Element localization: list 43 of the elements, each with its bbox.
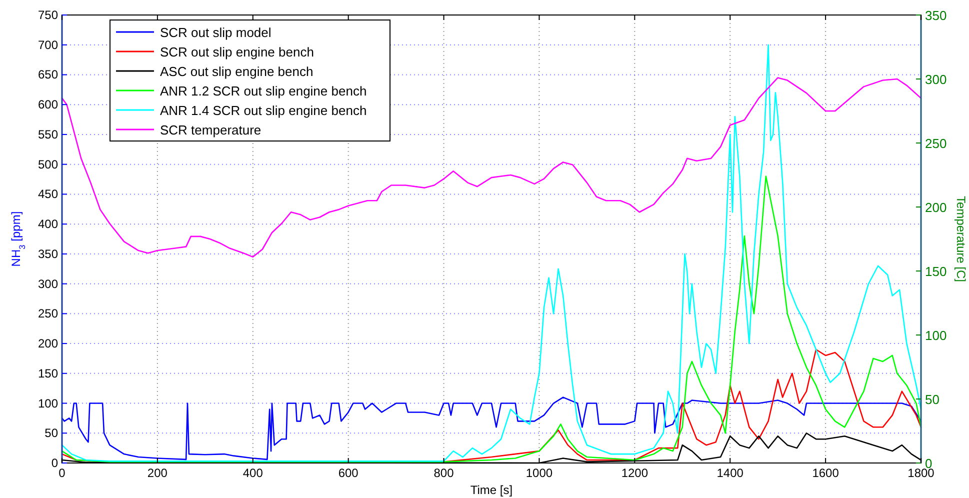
line-series: [61, 176, 922, 462]
x-tick-label: 1200: [621, 466, 648, 480]
x-tick-label: 1400: [716, 466, 744, 480]
y-tick-label: 600: [38, 98, 58, 112]
legend-label: ASC out slip engine bench: [160, 64, 314, 79]
x-tick-label: 200: [147, 466, 168, 480]
y-tick-label: 250: [38, 306, 58, 321]
y-tick-label: 300: [38, 276, 58, 291]
y2-tick-label: 50: [925, 392, 940, 407]
legend-label: SCR out slip model: [160, 25, 272, 40]
y-tick-label: 550: [38, 127, 58, 142]
y-tick-label: 500: [38, 157, 58, 172]
y2-tick-label: 150: [925, 264, 947, 279]
x-tick-label: 1000: [526, 466, 553, 480]
legend-label: SCR temperature: [160, 122, 262, 138]
y2-tick-label: 300: [925, 72, 947, 87]
x-tick-label: 400: [242, 466, 264, 480]
line-series: [61, 396, 922, 460]
y2-tick-label: 200: [925, 200, 947, 215]
line-series: [61, 77, 922, 258]
x-axis-title: Time [s]: [470, 483, 513, 497]
y-tick-label: 350: [38, 246, 58, 261]
legend-label: SCR out slip engine bench: [160, 44, 314, 60]
y-tick-label: 50: [44, 426, 58, 440]
legend-label: ANR 1.4 SCR out slip engine bench: [160, 103, 367, 118]
y-tick-label: 200: [38, 336, 58, 351]
y-tick-label: 750: [38, 8, 58, 22]
y-tick-label: 0: [51, 456, 58, 470]
x-tick-label: 1600: [812, 466, 840, 480]
y-tick-label: 400: [38, 217, 58, 232]
legend-label: ANR 1.2 SCR out slip engine bench: [160, 84, 367, 98]
y2-axis-title: Temperature [C]: [954, 196, 968, 282]
y-tick-label: 100: [38, 396, 58, 410]
x-tick-label: 800: [434, 466, 454, 480]
x-tick-label: 600: [338, 466, 359, 480]
y2-tick-label: 100: [925, 328, 947, 343]
y-tick-label: 700: [38, 38, 58, 52]
y2-tick-label: 250: [925, 136, 947, 151]
y-tick-label: 450: [38, 187, 58, 202]
y-tick-label: 150: [38, 366, 58, 380]
y2-tick-label: 350: [925, 8, 947, 23]
line-series: [61, 44, 922, 462]
y-tick-label: 650: [38, 68, 58, 82]
